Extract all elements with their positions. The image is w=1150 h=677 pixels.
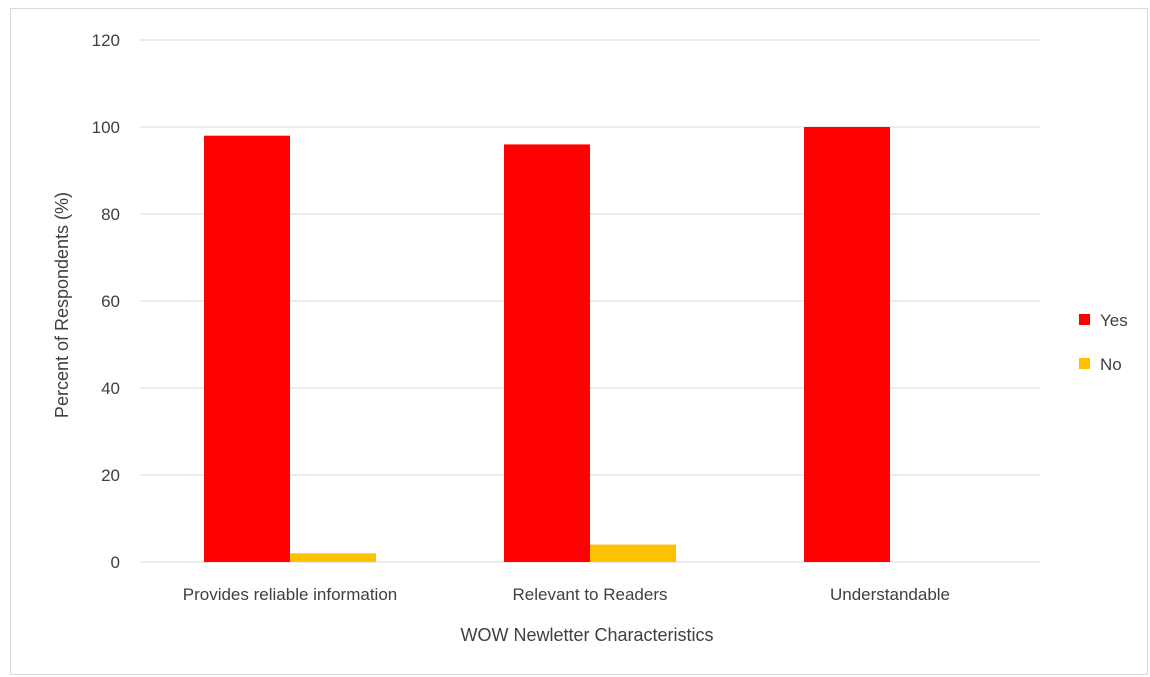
- x-category-label: Understandable: [830, 585, 950, 604]
- bar-yes-2: [804, 127, 890, 562]
- y-axis-ticks: 0 20 40 60 80 100 120: [92, 31, 120, 572]
- x-axis-categories: Provides reliable information Relevant to…: [183, 585, 950, 604]
- legend-label-yes: Yes: [1100, 311, 1128, 330]
- y-tick-label: 100: [92, 118, 120, 137]
- y-tick-label: 80: [101, 205, 120, 224]
- y-tick-label: 20: [101, 466, 120, 485]
- bar-yes-1: [504, 144, 590, 562]
- legend-swatch-no: [1079, 358, 1090, 369]
- y-tick-label: 60: [101, 292, 120, 311]
- y-axis-title: Percent of Respondents (%): [52, 192, 72, 418]
- bar-no-0: [290, 553, 376, 562]
- x-axis-title: WOW Newletter Characteristics: [460, 625, 713, 645]
- x-category-label: Provides reliable information: [183, 585, 398, 604]
- y-tick-label: 0: [111, 553, 120, 572]
- y-tick-label: 40: [101, 379, 120, 398]
- legend-label-no: No: [1100, 355, 1122, 374]
- x-category-label: Relevant to Readers: [513, 585, 668, 604]
- bar-no-1: [590, 544, 676, 562]
- legend-swatch-yes: [1079, 314, 1090, 325]
- y-tick-label: 120: [92, 31, 120, 50]
- legend: Yes No: [1079, 311, 1128, 374]
- bar-yes-0: [204, 135, 290, 562]
- bars: [204, 127, 890, 562]
